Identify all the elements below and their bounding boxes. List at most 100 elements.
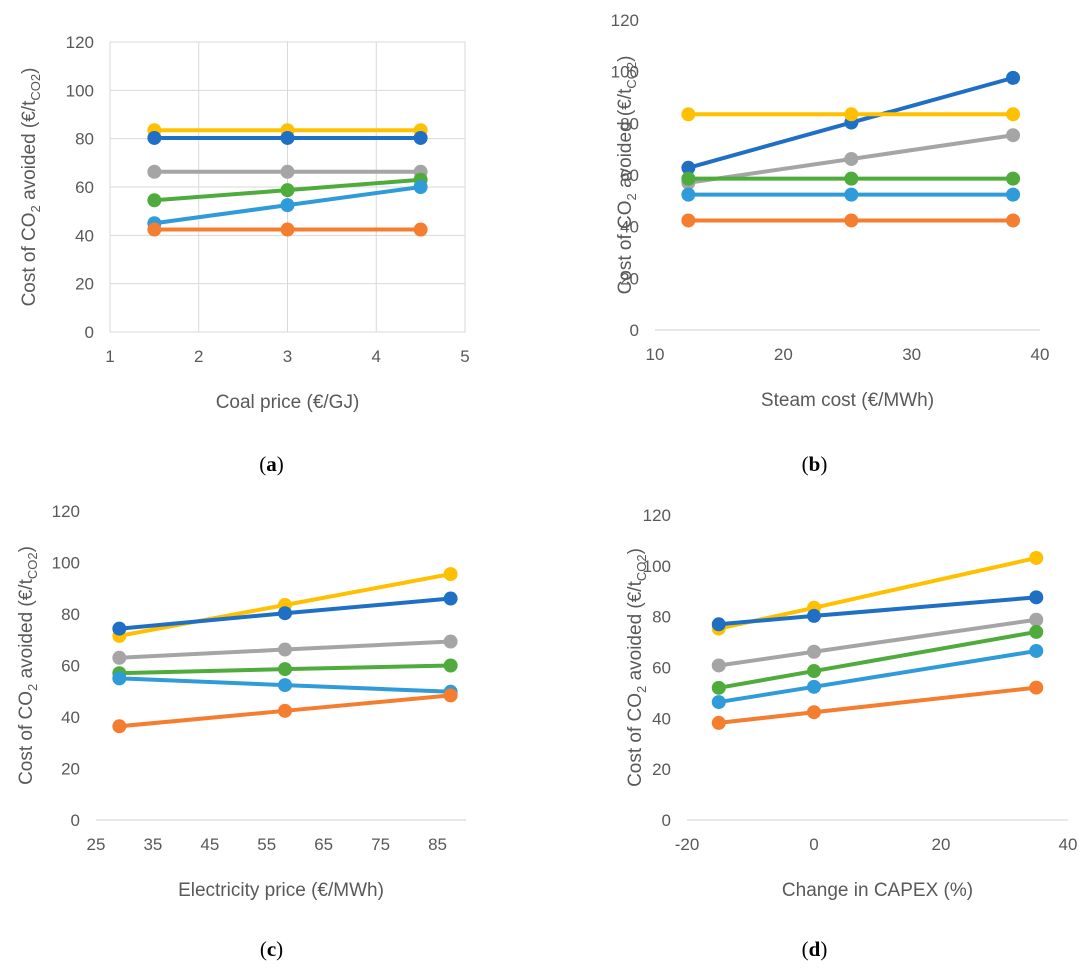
x-tick-label: 40 xyxy=(1059,835,1078,854)
data-point xyxy=(1029,590,1044,605)
data-point xyxy=(1029,680,1044,695)
y-tick-label: 20 xyxy=(61,760,80,779)
data-point xyxy=(807,664,821,679)
data-point xyxy=(147,130,162,145)
data-point xyxy=(277,642,292,657)
data-point xyxy=(1006,70,1021,85)
data-point xyxy=(443,688,458,703)
line-chart-b: 0 20 40 60 80 100 120 10 20 30 40 Steam cost (€/MWh… xyxy=(611,11,1050,411)
series-line xyxy=(718,595,1037,627)
data-point xyxy=(147,193,162,208)
y-tick-label: 120 xyxy=(66,33,94,52)
y-tick-label: 80 xyxy=(75,130,94,149)
chart-panel-c: 0 20 40 60 80 100 120 25 35 45 55 65 75 85 Electricity… xyxy=(0,490,543,977)
x-axis-title: Electricity price (€/MWh) xyxy=(178,880,384,901)
data-point xyxy=(711,715,726,730)
data-point xyxy=(711,658,726,673)
x-tick-label: 3 xyxy=(283,347,292,366)
x-tick-label: 55 xyxy=(257,835,276,854)
data-point xyxy=(1006,213,1021,228)
data-point xyxy=(807,608,821,623)
x-tick-label: 20 xyxy=(774,345,793,364)
data-point xyxy=(681,187,696,202)
data-point xyxy=(711,680,726,695)
data-point xyxy=(413,130,428,145)
data-point xyxy=(1006,187,1021,202)
x-tick-label: -20 xyxy=(675,835,700,854)
y-tick-label: 40 xyxy=(61,708,80,727)
x-tick-label: 10 xyxy=(646,345,665,364)
y-tick-label: 0 xyxy=(71,811,80,830)
y-tick-label: 40 xyxy=(652,709,671,728)
x-tick-label: 75 xyxy=(371,835,390,854)
data-point xyxy=(844,187,859,202)
y-tick-label: 0 xyxy=(85,323,94,342)
y-axis-title: Cost of CO2 avoided (€/tCO2) xyxy=(615,56,639,295)
x-tick-label: 65 xyxy=(314,835,333,854)
data-point xyxy=(681,171,696,186)
data-point xyxy=(1029,643,1044,658)
data-point xyxy=(1006,107,1021,122)
y-tick-label: 0 xyxy=(662,811,671,830)
data-point xyxy=(280,164,295,179)
y-tick-label: 60 xyxy=(620,166,639,185)
data-point xyxy=(681,160,696,175)
data-point xyxy=(443,567,458,582)
data-point xyxy=(1006,171,1021,186)
chart-panel-b: 0 20 40 60 80 100 120 10 20 30 40 Steam cost (€/MWh… xyxy=(543,0,1086,490)
data-point xyxy=(1029,550,1044,565)
data-point xyxy=(1029,612,1044,627)
chart-panel-d: 0 20 40 60 80 100 120 -20 0 20 40 Change in CAPEX (… xyxy=(543,490,1086,977)
data-point xyxy=(277,606,292,621)
data-point xyxy=(807,679,821,694)
data-point xyxy=(681,107,696,122)
x-tick-label: 40 xyxy=(1031,345,1050,364)
x-tick-label: 2 xyxy=(194,347,203,366)
y-axis-title: Cost of CO2 avoided (€/tCO2) xyxy=(625,548,649,787)
data-point xyxy=(844,107,859,122)
data-point xyxy=(844,213,859,228)
data-point xyxy=(413,222,428,237)
x-tick-label: 85 xyxy=(428,835,447,854)
data-point xyxy=(277,703,292,718)
data-point xyxy=(443,634,458,649)
panel-label-c: (c) xyxy=(259,937,284,961)
y-tick-label: 100 xyxy=(66,81,94,100)
y-axis-title: Cost of CO2 avoided (€/tCO2) xyxy=(19,68,43,307)
data-point xyxy=(112,650,127,665)
y-tick-label: 100 xyxy=(611,63,639,82)
data-point xyxy=(280,198,295,213)
panel-label-b: (b) xyxy=(801,452,828,476)
x-axis-title: Steam cost (€/MWh) xyxy=(761,390,934,411)
x-tick-label: 25 xyxy=(87,835,106,854)
y-axis-title: Cost of CO2 avoided (€/tCO2) xyxy=(16,546,40,785)
x-tick-label: 1 xyxy=(105,347,114,366)
data-point xyxy=(147,164,162,179)
data-point xyxy=(1006,128,1021,143)
data-point xyxy=(112,719,127,734)
data-point xyxy=(280,130,295,145)
x-tick-label: 20 xyxy=(932,835,951,854)
data-point xyxy=(112,621,127,636)
x-tick-label: 4 xyxy=(372,347,381,366)
y-tick-label: 120 xyxy=(643,506,671,525)
data-point xyxy=(844,171,859,186)
data-point xyxy=(711,617,726,632)
y-tick-label: 80 xyxy=(620,114,639,133)
data-point xyxy=(807,644,821,659)
y-tick-label: 20 xyxy=(620,269,639,288)
data-point xyxy=(681,213,696,228)
y-tick-label: 80 xyxy=(61,605,80,624)
y-tick-label: 100 xyxy=(52,554,80,573)
data-point xyxy=(112,671,127,686)
data-point xyxy=(277,662,292,677)
chart-panel-a: 0 20 40 60 80 100 120 1 2 3 4 5 Coal price (€/GJ) Cos… xyxy=(0,0,543,490)
x-tick-label: 0 xyxy=(809,835,818,854)
data-point xyxy=(1029,624,1044,639)
line-chart-c: 0 20 40 60 80 100 120 25 35 45 55 65 75 85 Electricity… xyxy=(16,502,466,901)
x-axis-title: Change in CAPEX (%) xyxy=(782,880,973,901)
y-tick-label: 20 xyxy=(652,760,671,779)
data-point xyxy=(711,695,726,710)
x-tick-label: 5 xyxy=(460,347,469,366)
